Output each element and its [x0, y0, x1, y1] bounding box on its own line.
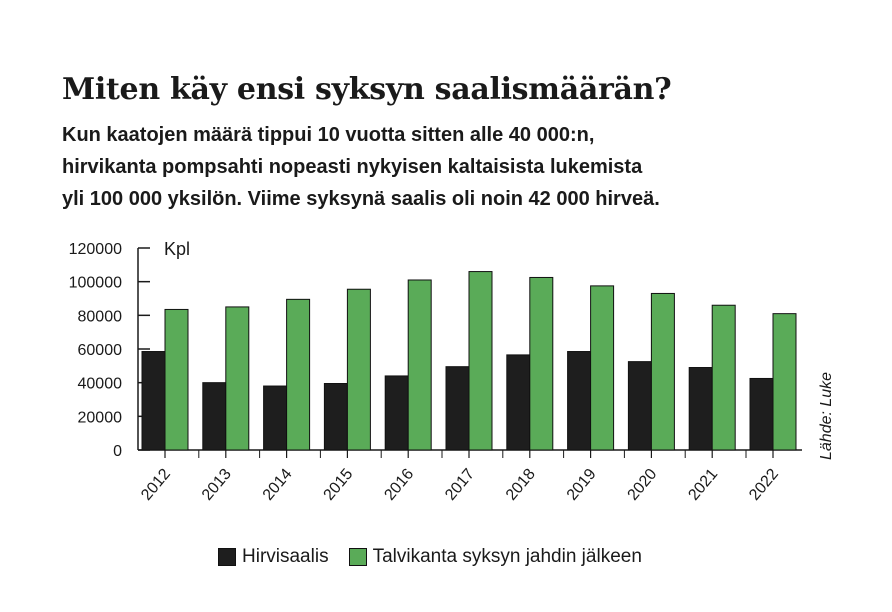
bar-hirvisaalis [445, 366, 470, 451]
y-tick-label: 40000 [78, 376, 123, 393]
y-tick-label: 20000 [78, 409, 123, 426]
bar-talvikanta [772, 313, 797, 451]
x-tick-label: 2020 [625, 466, 661, 504]
source-note: Lähde: Luke [818, 371, 835, 460]
y-tick-label: 80000 [78, 308, 123, 325]
legend-swatch-talvikanta [348, 548, 367, 566]
bar-hirvisaalis [749, 377, 774, 451]
x-tick-label: 2021 [685, 466, 721, 504]
x-tick-label: 2018 [503, 466, 539, 504]
bar-talvikanta [468, 271, 493, 451]
bar-hirvisaalis [567, 351, 592, 451]
bar-hirvisaalis [141, 351, 166, 451]
subtitle-line: hirvikanta pompsahti nopeasti nykyisen k… [62, 156, 643, 178]
bar-hirvisaalis [627, 361, 652, 451]
x-tick-label: 2016 [381, 466, 417, 504]
bar-talvikanta [164, 308, 189, 451]
bar-hirvisaalis [688, 367, 713, 451]
subtitle-line: Kun kaatojen määrä tippui 10 vuotta sitt… [62, 124, 595, 146]
bar-talvikanta [346, 288, 371, 451]
legend-label-talvikanta: Talvikanta syksyn jahdin jälkeen [372, 546, 642, 567]
x-tick-label: 2012 [138, 466, 174, 504]
bar-hirvisaalis [323, 383, 348, 451]
y-axis-label: Kpl [164, 239, 190, 259]
x-tick-label: 2015 [321, 466, 357, 504]
chart-legend: Hirvisaalis Talvikanta syksyn jahdin jäl… [218, 546, 662, 568]
bar-hirvisaalis [506, 354, 531, 451]
bar-talvikanta [286, 298, 311, 451]
y-tick-label: 0 [113, 443, 122, 460]
y-tick-label: 120000 [69, 241, 122, 258]
y-tick-label: 60000 [78, 342, 123, 359]
bar-talvikanta [650, 292, 675, 451]
bar-talvikanta [407, 279, 432, 451]
bar-hirvisaalis [384, 375, 409, 451]
chart-title: Miten käy ensi syksyn saalismäärän? [62, 72, 672, 107]
legend-label-hirvisaalis: Hirvisaalis [242, 546, 329, 567]
bar-talvikanta [590, 285, 615, 451]
bar-talvikanta [711, 304, 736, 451]
x-tick-label: 2019 [564, 466, 600, 504]
x-tick-label: 2017 [442, 466, 478, 504]
x-tick-label: 2022 [746, 466, 782, 504]
legend-swatch-hirvisaalis [218, 548, 236, 566]
bar-hirvisaalis [202, 382, 227, 451]
chart-subtitle: Kun kaatojen määrä tippui 10 vuotta sitt… [62, 119, 762, 215]
bar-talvikanta [529, 276, 554, 451]
legend-item-hirvisaalis: Hirvisaalis [218, 546, 329, 568]
bar-hirvisaalis [263, 385, 288, 451]
subtitle-line: yli 100 000 yksilön. Viime syksynä saali… [62, 188, 660, 210]
legend-item-talvikanta: Talvikanta syksyn jahdin jälkeen [348, 546, 642, 568]
x-tick-label: 2014 [260, 466, 296, 504]
bar-talvikanta [225, 306, 250, 451]
y-tick-label: 100000 [69, 275, 122, 292]
x-tick-label: 2013 [199, 466, 235, 504]
